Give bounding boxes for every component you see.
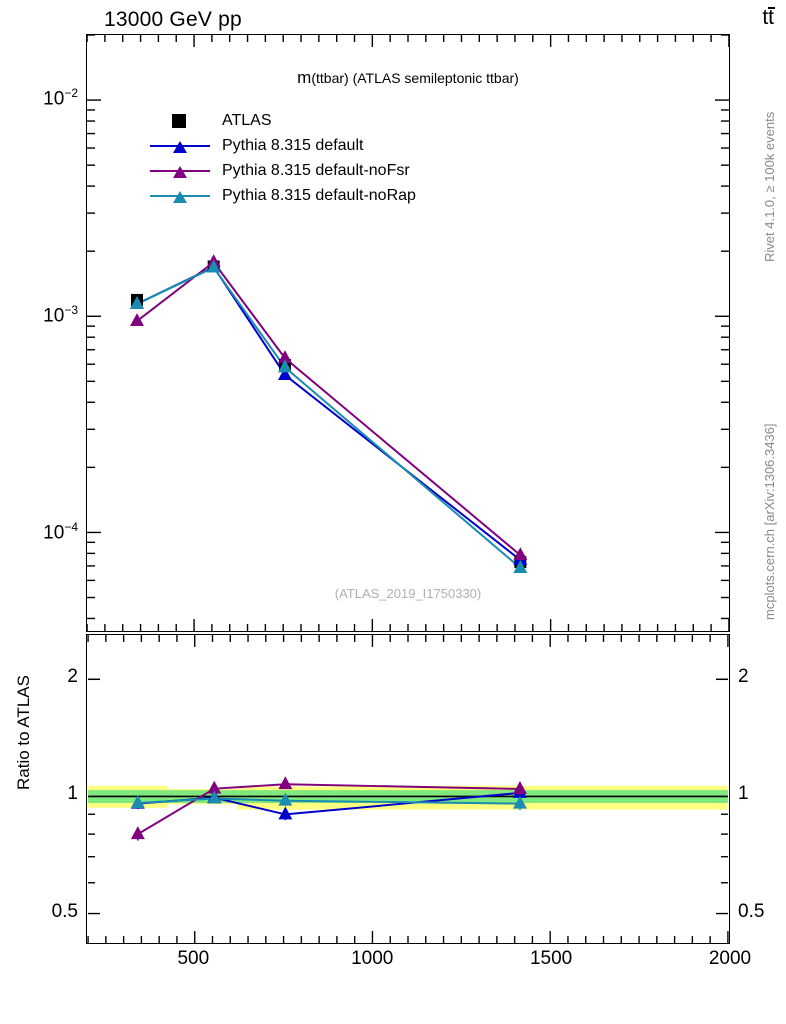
- plot-title-variable: m: [297, 68, 312, 87]
- legend-entry-1: Pythia 8.315 default: [150, 133, 416, 158]
- legend-square-icon: [172, 113, 186, 128]
- y-axis-label-main-0: 10−2: [43, 86, 78, 110]
- legend-triangle-icon: [173, 190, 187, 203]
- marker-triangle: [278, 367, 292, 380]
- rivet-version-label: Rivet 4.1.0, ≥ 100k events: [762, 111, 777, 262]
- ratio-plot-panel: [86, 634, 730, 944]
- x-axis-label-3: 2000: [708, 948, 752, 969]
- ratio-y-label-right-2: 0.5: [738, 901, 765, 923]
- ratio-marker-triangle: [130, 826, 145, 840]
- process-label: tt: [762, 6, 775, 30]
- ratio-marker-triangle: [130, 795, 145, 808]
- ratio-marker-triangle: [278, 806, 293, 820]
- main-plot-canvas: [87, 35, 729, 631]
- analysis-watermark: (ATLAS_2019_I1750330): [334, 586, 482, 601]
- ratio-y-label-left-1: 1: [67, 783, 78, 805]
- x-axis-label-1: 1000: [351, 948, 394, 969]
- legend-label-2: Pythia 8.315 default-noFsr: [222, 161, 410, 179]
- ratio-y-label-left-2: 0.5: [51, 901, 78, 923]
- plot-title: m(ttbar) (ATLAS semileptonic ttbar): [86, 68, 730, 88]
- marker-triangle: [130, 295, 144, 309]
- x-axis-label-0: 500: [177, 948, 210, 969]
- marker-triangle: [206, 259, 221, 273]
- legend-marker-2: [150, 162, 210, 180]
- ratio-marker-triangle: [278, 792, 293, 806]
- ratio-axis-title: Ratio to ATLAS: [14, 675, 33, 790]
- ratio-marker-triangle: [513, 781, 527, 794]
- process-label-text: tt: [762, 6, 775, 29]
- legend-label-1: Pythia 8.315 default: [222, 136, 364, 154]
- ratio-series-line-1: [137, 783, 520, 835]
- ratio-marker-triangle: [513, 795, 527, 809]
- legend: ATLAS Pythia 8.315 default Pythia 8.315 de…: [150, 108, 416, 208]
- legend-marker-0: [150, 112, 210, 130]
- marker-triangle: [130, 313, 144, 327]
- legend-label-0: ATLAS: [222, 111, 272, 129]
- ratio-y-label-left-0: 2: [67, 665, 78, 687]
- legend-marker-1: [150, 137, 210, 155]
- legend-entry-2: Pythia 8.315 default-noFsr: [150, 158, 416, 183]
- marker-triangle: [513, 559, 528, 573]
- series-line-1: [136, 265, 521, 561]
- ratio-plot-canvas: [87, 635, 729, 943]
- beam-energy-label: 13000 GeV pp: [104, 8, 242, 31]
- marker-triangle: [278, 350, 292, 364]
- series-line-2: [136, 260, 521, 556]
- y-axis-label-main-2: 10−4: [43, 520, 78, 544]
- y-axis-label-main-1: 10−3: [43, 303, 78, 327]
- ratio-marker-triangle: [207, 780, 222, 794]
- ratio-y-label-right-1: 1: [738, 783, 749, 805]
- ratio-marker-triangle: [278, 776, 293, 790]
- plot-title-detail: (ttbar) (ATLAS semileptonic ttbar): [311, 70, 519, 86]
- ratio-y-label-right-0: 2: [738, 665, 749, 687]
- legend-triangle-icon: [173, 140, 187, 153]
- main-plot-panel: [86, 34, 730, 632]
- mcplots-reference-label: mcplots.cern.ch [arXiv:1306.3436]: [762, 423, 777, 620]
- ratio-series-line-2: [137, 797, 520, 805]
- ratio-marker-triangle: [207, 790, 222, 804]
- x-axis-label-2: 1500: [529, 948, 573, 969]
- marker-triangle: [513, 547, 528, 561]
- legend-triangle-icon: [173, 165, 187, 178]
- marker-triangle: [278, 359, 292, 373]
- legend-marker-3: [150, 187, 210, 205]
- series-line-3: [136, 266, 521, 569]
- legend-entry-0: ATLAS: [150, 108, 416, 133]
- legend-entry-3: Pythia 8.315 default-noRap: [150, 183, 416, 208]
- legend-label-3: Pythia 8.315 default-noRap: [222, 186, 416, 204]
